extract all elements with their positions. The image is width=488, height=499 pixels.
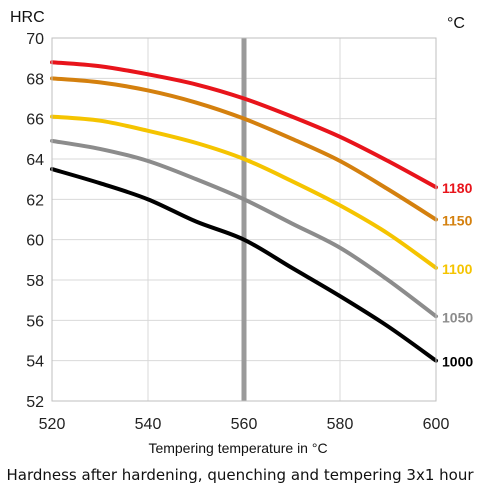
- x-tick-label-600: 600: [423, 416, 450, 433]
- y-tick-label-54: 54: [26, 354, 44, 371]
- series-line-1000: [50, 167, 438, 363]
- x-axis-title: Tempering temperature in °C: [148, 440, 327, 456]
- y-tick-label-68: 68: [26, 71, 44, 88]
- series-line-1100: [50, 114, 438, 270]
- x-tick-label-540: 540: [135, 416, 162, 433]
- series-label-1000: 1000: [442, 354, 473, 370]
- plot-frame: [51, 37, 437, 402]
- series-label-1180: 1180: [442, 180, 473, 196]
- y-tick-label-70: 70: [26, 31, 44, 48]
- x-tick-label-520: 520: [39, 416, 66, 433]
- y-tick-label-66: 66: [26, 112, 44, 129]
- series-group: [50, 60, 438, 363]
- chart-caption: Hardness after hardening, quenching and …: [6, 466, 474, 484]
- series-label-1150: 1150: [442, 213, 473, 229]
- y-tick-label-60: 60: [26, 233, 44, 250]
- y-tick-label-52: 52: [26, 394, 44, 411]
- x-tick-label-560: 560: [231, 416, 258, 433]
- series-labels: 1180 1150 1100 1050 1000: [442, 180, 473, 369]
- series-label-1100: 1100: [442, 261, 473, 277]
- y-axis-title: HRC: [10, 9, 45, 26]
- axes: 52 54 56 58 60 62 64 66 68 70 520 540 560 580 600: [26, 31, 449, 433]
- x-tick-label-580: 580: [327, 416, 354, 433]
- series-line-1150: [50, 76, 438, 222]
- y-tick-label-62: 62: [26, 192, 44, 209]
- series-label-1050: 1050: [442, 309, 473, 325]
- series-line-1050: [50, 138, 438, 319]
- series-line-1180: [50, 60, 438, 190]
- y-tick-label-64: 64: [26, 152, 44, 169]
- series-unit-label: °C: [447, 15, 465, 32]
- y-tick-label-58: 58: [26, 273, 44, 290]
- y-tick-label-56: 56: [26, 313, 44, 330]
